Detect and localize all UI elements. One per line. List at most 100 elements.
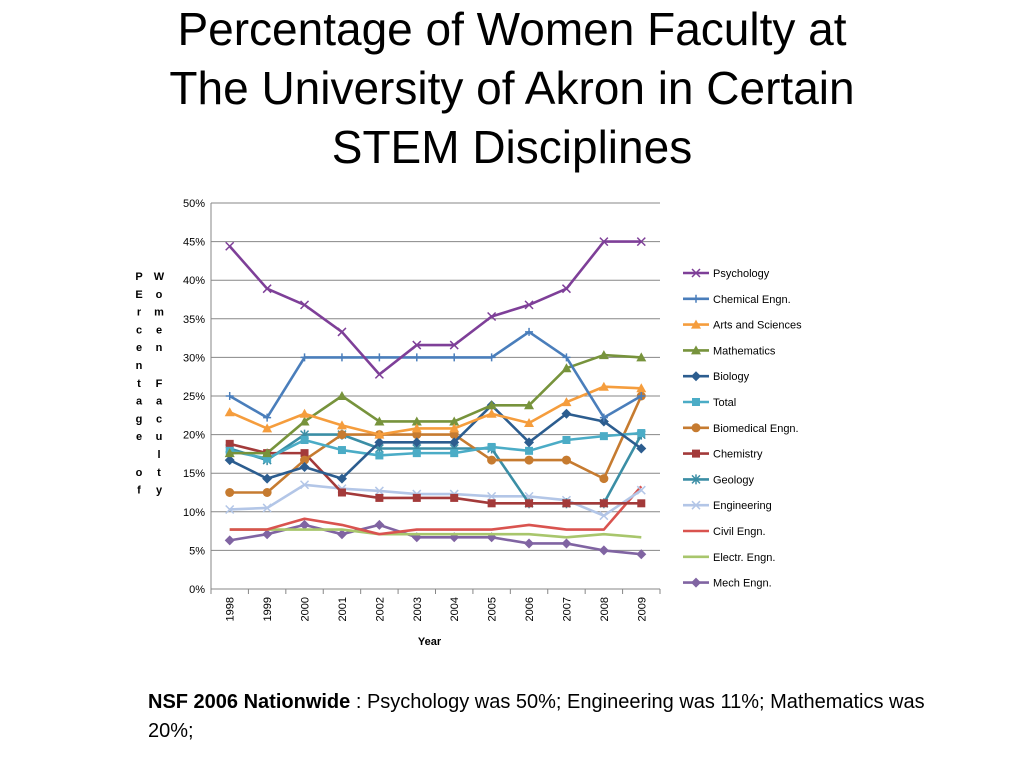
data-point [637, 499, 646, 508]
legend-item: Mathematics [683, 345, 776, 357]
data-point [262, 284, 272, 294]
data-point [262, 423, 273, 433]
legend-label: Chemistry [713, 449, 763, 461]
legend-item: Psychology [683, 268, 770, 280]
legend-label: Psychology [713, 268, 770, 280]
data-point [637, 392, 646, 400]
data-point [524, 455, 534, 465]
data-point [224, 448, 235, 458]
data-point [375, 353, 384, 362]
data-point [224, 535, 235, 546]
series-line [229, 385, 642, 436]
data-point [636, 443, 647, 454]
data-point [374, 416, 385, 426]
legend-item: Chemical Engn. [683, 294, 791, 306]
legend-item: Chemistry [683, 449, 763, 461]
data-point [691, 371, 701, 382]
series-line [229, 528, 642, 539]
title-line-2: The University of Akron in Certain [169, 62, 855, 114]
data-point [561, 455, 571, 465]
data-point [598, 381, 609, 391]
data-point [691, 345, 701, 355]
series-line [229, 523, 642, 556]
x-tick-label: 2003 [412, 597, 424, 621]
data-point [561, 284, 571, 294]
x-tick-label: 2000 [300, 597, 312, 621]
x-tick-label: 2008 [599, 597, 611, 621]
legend-label: Engineering [713, 500, 772, 512]
legend-label: Arts and Sciences [713, 320, 802, 332]
data-point [225, 392, 234, 400]
legend-label: Chemical Engn. [713, 294, 791, 306]
data-point [487, 442, 496, 451]
series-line [229, 403, 643, 480]
series-civil-engn- [229, 485, 643, 536]
data-point [224, 407, 235, 417]
data-point [263, 413, 272, 422]
x-tick-label: 1999 [262, 597, 274, 621]
y-tick-label: 45% [183, 237, 205, 249]
legend-label: Biomedical Engn. [713, 423, 799, 435]
data-point [337, 327, 347, 337]
series-line [229, 442, 642, 505]
data-point [524, 418, 535, 428]
data-point [691, 474, 701, 485]
x-tick-label: 2007 [561, 597, 573, 621]
legend-item: Arts and Sciences [683, 319, 802, 332]
title-line-1: Percentage of Women Faculty at [177, 3, 847, 55]
data-point [561, 363, 572, 373]
data-point [486, 408, 497, 418]
data-point [691, 577, 701, 588]
series-line [229, 485, 643, 536]
series-biology [224, 400, 647, 484]
data-point [524, 437, 535, 448]
x-tick-label: 2009 [636, 597, 648, 621]
data-point [300, 353, 309, 362]
series-line [229, 431, 642, 460]
data-point [449, 423, 460, 433]
data-point [374, 437, 385, 448]
data-point [300, 436, 309, 445]
data-point [562, 436, 571, 445]
data-point [561, 538, 572, 549]
series-line [229, 395, 643, 494]
data-point [599, 432, 608, 441]
data-point [450, 493, 459, 502]
data-point [375, 451, 384, 460]
series-chemical-engn- [225, 327, 646, 422]
series-mech-engn- [224, 519, 647, 560]
data-point [692, 449, 700, 458]
data-point [692, 398, 700, 406]
data-point [691, 423, 701, 433]
page-title: Percentage of Women Faculty at The Unive… [60, 0, 964, 177]
data-point [225, 504, 235, 515]
data-point [561, 408, 572, 419]
data-point [450, 353, 459, 362]
data-point [487, 491, 497, 501]
x-tick-label: 2006 [524, 597, 536, 621]
data-point [411, 437, 422, 448]
data-point [336, 391, 347, 400]
data-point [411, 416, 422, 426]
data-point [300, 449, 309, 458]
data-point [636, 549, 647, 560]
footnote-bold: NSF 2006 Nationwide [148, 691, 351, 713]
data-point [525, 499, 534, 508]
data-point [599, 499, 608, 508]
data-point [224, 455, 235, 466]
legend-label: Geology [713, 474, 754, 486]
data-point [692, 294, 700, 303]
y-tick-label: 25% [183, 391, 205, 403]
data-point [562, 353, 571, 362]
y-tick-label: 20% [183, 430, 205, 442]
data-point [262, 473, 273, 484]
data-point [561, 397, 572, 407]
data-point [374, 519, 385, 530]
data-point [599, 413, 608, 422]
data-point [636, 352, 647, 362]
legend-label: Mech Engn. [713, 578, 772, 590]
data-point [525, 327, 534, 336]
series-psychology [225, 237, 646, 379]
